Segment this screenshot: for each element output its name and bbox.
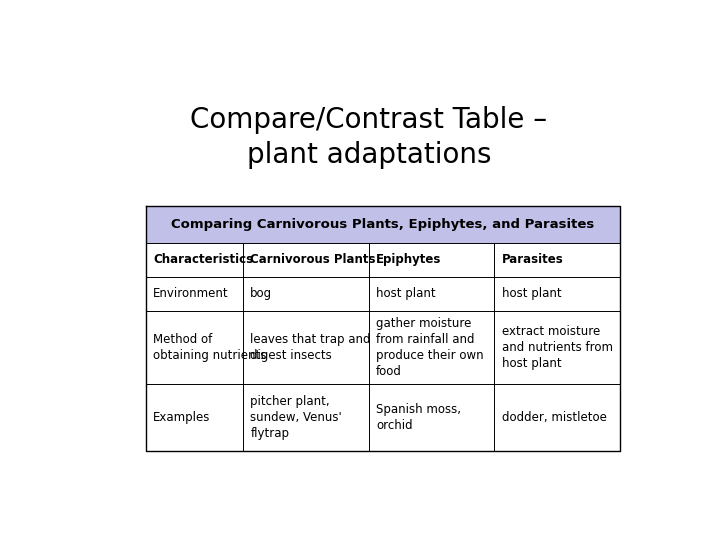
Text: Epiphytes: Epiphytes <box>376 253 441 266</box>
Text: Carnivorous Plants: Carnivorous Plants <box>251 253 376 266</box>
Text: Examples: Examples <box>153 411 210 424</box>
Text: Method of
obtaining nutrients: Method of obtaining nutrients <box>153 333 266 362</box>
Text: Spanish moss,
orchid: Spanish moss, orchid <box>376 403 461 432</box>
Text: dodder, mistletoe: dodder, mistletoe <box>502 411 606 424</box>
Text: host plant: host plant <box>376 287 436 300</box>
Text: extract moisture
and nutrients from
host plant: extract moisture and nutrients from host… <box>502 325 613 370</box>
Text: Environment: Environment <box>153 287 229 300</box>
Text: gather moisture
from rainfall and
produce their own
food: gather moisture from rainfall and produc… <box>376 316 484 377</box>
Text: Compare/Contrast Table –
plant adaptations: Compare/Contrast Table – plant adaptatio… <box>190 106 548 169</box>
Text: bog: bog <box>251 287 272 300</box>
Bar <box>145 206 620 243</box>
Text: host plant: host plant <box>502 287 562 300</box>
Text: Parasites: Parasites <box>502 253 564 266</box>
Text: Characteristics: Characteristics <box>153 253 253 266</box>
Text: pitcher plant,
sundew, Venus'
flytrap: pitcher plant, sundew, Venus' flytrap <box>251 395 342 440</box>
Text: Comparing Carnivorous Plants, Epiphytes, and Parasites: Comparing Carnivorous Plants, Epiphytes,… <box>171 218 595 231</box>
Text: leaves that trap and
digest insects: leaves that trap and digest insects <box>251 333 371 362</box>
